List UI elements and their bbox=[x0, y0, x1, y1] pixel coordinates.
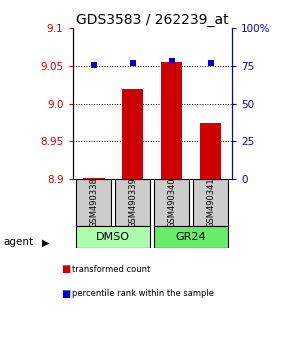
Bar bbox=[76, 179, 111, 226]
Bar bbox=[83, 178, 105, 179]
Bar bbox=[154, 179, 189, 226]
Text: percentile rank within the sample: percentile rank within the sample bbox=[72, 289, 215, 298]
Text: ■: ■ bbox=[61, 264, 70, 274]
Bar bbox=[193, 179, 228, 226]
Text: agent: agent bbox=[3, 238, 33, 247]
Text: GSM490339: GSM490339 bbox=[128, 177, 137, 228]
Bar bbox=[122, 88, 144, 179]
Text: ▶: ▶ bbox=[42, 238, 50, 247]
Bar bbox=[115, 179, 150, 226]
Bar bbox=[154, 226, 228, 248]
Text: GSM490341: GSM490341 bbox=[206, 177, 215, 228]
Bar bbox=[161, 62, 182, 179]
Title: GDS3583 / 262239_at: GDS3583 / 262239_at bbox=[76, 13, 229, 27]
Text: GSM490338: GSM490338 bbox=[89, 177, 98, 228]
Bar bbox=[76, 226, 150, 248]
Bar bbox=[200, 122, 221, 179]
Text: GR24: GR24 bbox=[176, 232, 206, 242]
Text: ■: ■ bbox=[61, 289, 70, 299]
Text: GSM490340: GSM490340 bbox=[167, 177, 176, 228]
Text: DMSO: DMSO bbox=[96, 232, 130, 242]
Text: transformed count: transformed count bbox=[72, 264, 151, 274]
